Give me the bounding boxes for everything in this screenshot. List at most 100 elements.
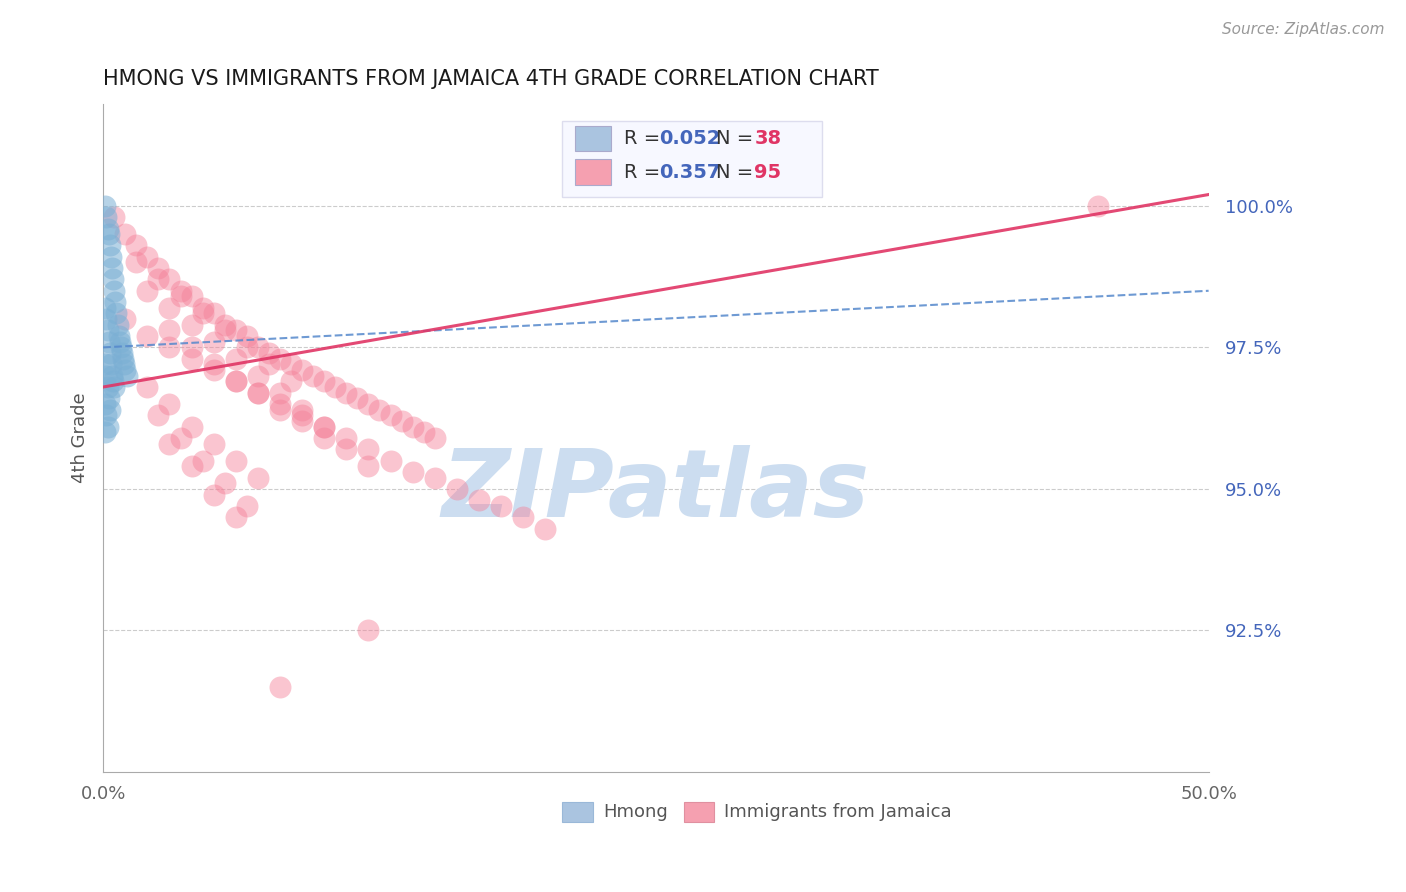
Point xyxy=(391,414,413,428)
Point xyxy=(512,510,534,524)
Point xyxy=(269,397,291,411)
Point xyxy=(323,380,346,394)
Point xyxy=(125,238,148,252)
Point xyxy=(191,301,214,315)
Point xyxy=(96,323,118,337)
Point xyxy=(96,368,118,383)
Point xyxy=(148,261,170,276)
Point xyxy=(202,363,225,377)
Point xyxy=(110,340,132,354)
Point xyxy=(111,346,134,360)
Point xyxy=(98,402,121,417)
Point xyxy=(202,306,225,320)
Point xyxy=(159,340,181,354)
Point xyxy=(94,301,117,315)
Bar xyxy=(562,802,593,822)
Point xyxy=(291,363,314,377)
Point xyxy=(280,375,302,389)
Point xyxy=(291,409,314,423)
Point xyxy=(269,351,291,366)
Text: N =: N = xyxy=(716,162,759,182)
Point xyxy=(202,357,225,371)
Point xyxy=(117,368,139,383)
Point xyxy=(136,284,159,298)
Point xyxy=(225,375,247,389)
Text: HMONG VS IMMIGRANTS FROM JAMAICA 4TH GRADE CORRELATION CHART: HMONG VS IMMIGRANTS FROM JAMAICA 4TH GRA… xyxy=(103,69,879,88)
Point xyxy=(534,522,557,536)
Point xyxy=(225,323,247,337)
Bar xyxy=(575,126,610,152)
Point xyxy=(94,199,117,213)
Point xyxy=(225,510,247,524)
Bar xyxy=(575,160,610,185)
Point xyxy=(104,295,127,310)
Point xyxy=(246,385,269,400)
Point xyxy=(225,453,247,467)
Point xyxy=(380,409,402,423)
Point xyxy=(107,329,129,343)
Point xyxy=(236,499,259,513)
Point xyxy=(314,431,336,445)
Text: Hmong: Hmong xyxy=(603,803,668,821)
Point xyxy=(202,487,225,501)
Point xyxy=(148,272,170,286)
Point xyxy=(180,351,202,366)
Point xyxy=(98,346,121,360)
Point xyxy=(335,431,357,445)
Point xyxy=(180,459,202,474)
Point xyxy=(291,414,314,428)
Point xyxy=(112,351,135,366)
Point xyxy=(246,368,269,383)
Text: 0.357: 0.357 xyxy=(659,162,720,182)
Point xyxy=(246,385,269,400)
Point xyxy=(114,312,136,326)
Point xyxy=(97,392,120,406)
Point xyxy=(335,385,357,400)
Point xyxy=(191,453,214,467)
Y-axis label: 4th Grade: 4th Grade xyxy=(72,392,89,483)
Point xyxy=(180,318,202,332)
Point xyxy=(214,476,236,491)
Point xyxy=(96,221,118,235)
Point xyxy=(202,334,225,349)
Point xyxy=(100,357,122,371)
Point xyxy=(280,357,302,371)
Point xyxy=(225,351,247,366)
FancyBboxPatch shape xyxy=(562,120,821,197)
Point xyxy=(96,419,118,434)
Point xyxy=(423,431,446,445)
Point xyxy=(96,380,118,394)
Point xyxy=(335,442,357,457)
Point xyxy=(180,289,202,303)
Point xyxy=(136,250,159,264)
Point xyxy=(107,318,129,332)
Point xyxy=(357,459,380,474)
Point xyxy=(269,385,291,400)
Point xyxy=(97,227,120,242)
Point xyxy=(357,397,380,411)
Point xyxy=(96,312,118,326)
Point xyxy=(236,329,259,343)
Point xyxy=(94,397,117,411)
Point xyxy=(169,284,191,298)
Point xyxy=(291,402,314,417)
Point xyxy=(225,375,247,389)
Text: R =: R = xyxy=(624,162,666,182)
Point xyxy=(101,368,124,383)
Point xyxy=(412,425,434,440)
Point xyxy=(468,493,491,508)
Point xyxy=(446,482,468,496)
Point xyxy=(314,375,336,389)
Point xyxy=(180,419,202,434)
Point xyxy=(314,419,336,434)
Text: N =: N = xyxy=(716,129,759,148)
Point xyxy=(114,227,136,242)
Point xyxy=(114,363,136,377)
Point xyxy=(112,357,135,371)
Point xyxy=(380,453,402,467)
Point xyxy=(246,470,269,484)
Point xyxy=(108,334,131,349)
Point xyxy=(402,465,425,479)
Point xyxy=(257,357,280,371)
Point xyxy=(105,306,128,320)
